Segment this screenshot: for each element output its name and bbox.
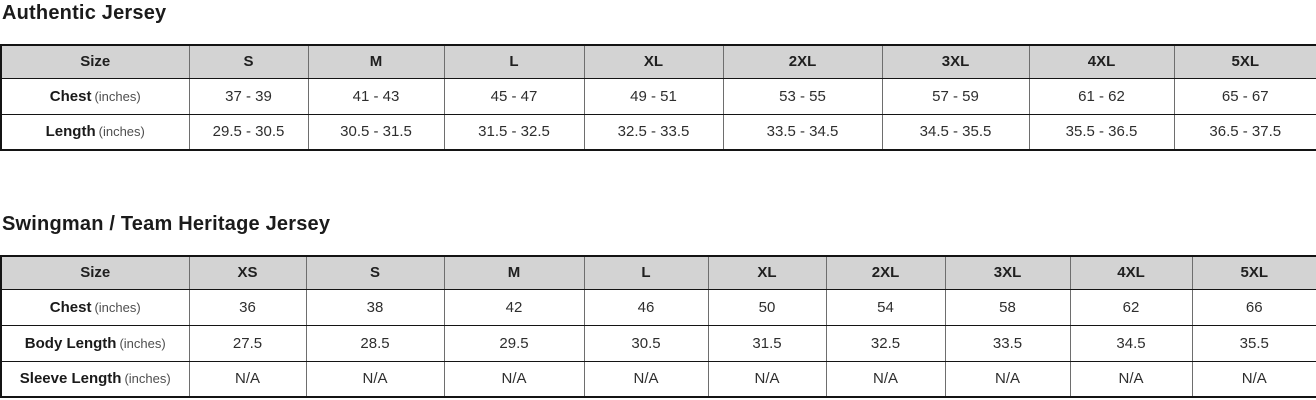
size-column-header: 3XL xyxy=(944,255,1071,290)
measurement-unit: (inches) xyxy=(98,124,145,140)
size-value-cell: 45 - 47 xyxy=(443,77,585,115)
size-value-cell: 31.5 - 32.5 xyxy=(443,113,585,151)
size-value-cell: 61 - 62 xyxy=(1028,77,1175,115)
size-column-header: 2XL xyxy=(722,44,883,79)
measurement-row-label: Length (inches) xyxy=(0,113,190,151)
size-column-header: S xyxy=(305,255,445,290)
size-column-header: XL xyxy=(707,255,827,290)
measurement-name: Chest xyxy=(49,298,92,316)
size-value-cell: N/A xyxy=(1191,360,1316,398)
measurement-unit: (inches) xyxy=(124,371,171,387)
size-value-cell: 41 - 43 xyxy=(307,77,445,115)
size-table-body: Chest (inches) 36 38 42 46 50 54 58 62 66 Body Leng… xyxy=(0,288,1316,398)
size-value-cell: N/A xyxy=(825,360,946,398)
table-row: Chest (inches) 37 - 39 41 - 43 45 - 47 49 - 5… xyxy=(0,77,1316,115)
size-value-cell: 54 xyxy=(825,288,946,326)
size-value-cell: 32.5 xyxy=(825,324,946,362)
measurement-row-label: Body Length (inches) xyxy=(0,324,190,362)
size-table-header: Size S M L XL 2XL 3XL 4XL 5XL xyxy=(0,44,1316,79)
size-value-cell: 65 - 67 xyxy=(1173,77,1316,115)
size-column-header: 3XL xyxy=(881,44,1030,79)
size-column-header: L xyxy=(583,255,709,290)
size-value-cell: 35.5 xyxy=(1191,324,1316,362)
size-value-cell: 46 xyxy=(583,288,709,326)
size-column-header: L xyxy=(443,44,585,79)
table-row: Chest (inches) 36 38 42 46 50 54 58 62 66 xyxy=(0,288,1316,326)
size-value-cell: 34.5 - 35.5 xyxy=(881,113,1030,151)
size-value-cell: 32.5 - 33.5 xyxy=(583,113,724,151)
size-value-cell: N/A xyxy=(188,360,307,398)
size-column-header: 4XL xyxy=(1069,255,1193,290)
size-value-cell: 27.5 xyxy=(188,324,307,362)
size-value-cell: 30.5 xyxy=(583,324,709,362)
section-authentic-jersey: Authentic Jersey Size S M L XL 2XL 3XL 4XL 5XL C… xyxy=(0,2,1316,151)
table-row: Body Length (inches) 27.5 28.5 29.5 30.5 31.5 3… xyxy=(0,324,1316,362)
size-column-header: XS xyxy=(188,255,307,290)
measurement-name: Sleeve Length xyxy=(19,370,122,388)
size-column-header: 5XL xyxy=(1191,255,1316,290)
table-row: Length (inches) 29.5 - 30.5 30.5 - 31.5 31.5… xyxy=(0,113,1316,151)
size-value-cell: 38 xyxy=(305,288,445,326)
size-label-header: Size xyxy=(0,44,190,79)
size-header-row: Size S M L XL 2XL 3XL 4XL 5XL xyxy=(0,44,1316,79)
size-value-cell: 30.5 - 31.5 xyxy=(307,113,445,151)
size-value-cell: N/A xyxy=(707,360,827,398)
size-column-header: XL xyxy=(583,44,724,79)
size-value-cell: 29.5 - 30.5 xyxy=(188,113,309,151)
size-table-header: Size XS S M L XL 2XL 3XL 4XL 5XL xyxy=(0,255,1316,290)
size-value-cell: 37 - 39 xyxy=(188,77,309,115)
size-value-cell: 34.5 xyxy=(1069,324,1193,362)
size-value-cell: N/A xyxy=(305,360,445,398)
size-value-cell: 66 xyxy=(1191,288,1316,326)
size-value-cell: 42 xyxy=(443,288,585,326)
size-column-header: 2XL xyxy=(825,255,946,290)
section-title: Swingman / Team Heritage Jersey xyxy=(2,213,331,235)
size-value-cell: 57 - 59 xyxy=(881,77,1030,115)
measurement-name: Body Length xyxy=(24,334,117,352)
measurement-row-label: Chest (inches) xyxy=(0,288,190,326)
size-header-row: Size XS S M L XL 2XL 3XL 4XL 5XL xyxy=(0,255,1316,290)
size-column-header: S xyxy=(188,44,309,79)
size-value-cell: 28.5 xyxy=(305,324,445,362)
measurement-unit: (inches) xyxy=(94,88,141,104)
size-column-header: 4XL xyxy=(1028,44,1175,79)
size-value-cell: 53 - 55 xyxy=(722,77,883,115)
size-value-cell: 31.5 xyxy=(707,324,827,362)
size-value-cell: 35.5 - 36.5 xyxy=(1028,113,1175,151)
measurement-name: Length xyxy=(45,123,96,141)
swingman-team-heritage-jersey-size-table: Size XS S M L XL 2XL 3XL 4XL 5XL Chest (inches) 36 3… xyxy=(0,255,1316,398)
size-value-cell: 29.5 xyxy=(443,324,585,362)
size-value-cell: 36 xyxy=(188,288,307,326)
size-value-cell: 50 xyxy=(707,288,827,326)
table-row: Sleeve Length (inches) N/A N/A N/A N/A N/A N/A N… xyxy=(0,360,1316,398)
size-value-cell: 62 xyxy=(1069,288,1193,326)
measurement-row-label: Chest (inches) xyxy=(0,77,190,115)
section-title: Authentic Jersey xyxy=(2,2,167,24)
size-label-header: Size xyxy=(0,255,190,290)
measurement-name: Chest xyxy=(49,87,92,105)
size-column-header: 5XL xyxy=(1173,44,1316,79)
size-value-cell: 58 xyxy=(944,288,1071,326)
size-value-cell: N/A xyxy=(583,360,709,398)
size-column-header: M xyxy=(307,44,445,79)
size-value-cell: 33.5 - 34.5 xyxy=(722,113,883,151)
measurement-row-label: Sleeve Length (inches) xyxy=(0,360,190,398)
measurement-unit: (inches) xyxy=(94,299,141,315)
size-value-cell: 36.5 - 37.5 xyxy=(1173,113,1316,151)
size-column-header: M xyxy=(443,255,585,290)
size-value-cell: N/A xyxy=(944,360,1071,398)
size-value-cell: N/A xyxy=(1069,360,1193,398)
section-swingman-team-heritage-jersey: Swingman / Team Heritage Jersey Size XS S M… xyxy=(0,213,1316,398)
measurement-unit: (inches) xyxy=(119,335,166,351)
size-value-cell: 33.5 xyxy=(944,324,1071,362)
authentic-jersey-size-table: Size S M L XL 2XL 3XL 4XL 5XL Chest (inches) 37 - … xyxy=(0,44,1316,151)
size-value-cell: 49 - 51 xyxy=(583,77,724,115)
size-table-body: Chest (inches) 37 - 39 41 - 43 45 - 47 49 - 5… xyxy=(0,77,1316,151)
size-value-cell: N/A xyxy=(443,360,585,398)
